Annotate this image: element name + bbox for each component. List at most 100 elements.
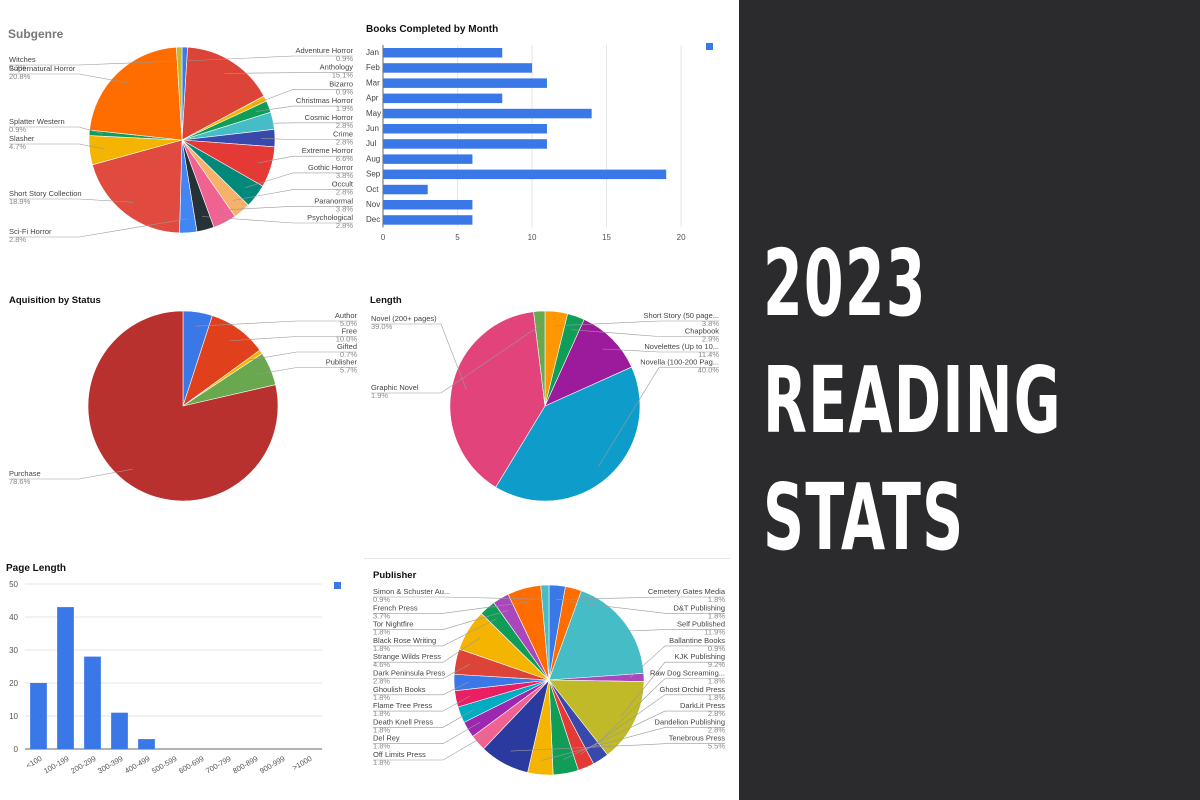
bar (383, 93, 503, 104)
slice-percent: 5.5% (708, 742, 725, 751)
slice-percent: 9.2% (708, 660, 725, 669)
slice-percent: 2.9% (702, 335, 719, 344)
subgenre-pie-chart: Subgenre Adventure Horror 0.9% Anthology 15.… (0, 0, 362, 280)
slice-percent: 1.8% (373, 742, 390, 751)
leader-line (373, 733, 489, 761)
bar (383, 48, 503, 58)
bar (138, 739, 155, 749)
y-tick-label: Sep (366, 170, 381, 179)
y-tick-label: Jul (366, 139, 376, 148)
leader-line (629, 645, 725, 679)
leader-line (9, 73, 128, 84)
acquisition-chart-svg: Aquisition by Status Author5.0%Free10.0%G… (9, 295, 357, 502)
x-tick-label: 200-299 (69, 754, 97, 776)
x-tick-label: <100 (24, 754, 43, 770)
leader-line (554, 320, 719, 327)
slice-percent: 18.9% (9, 197, 31, 206)
page-length-chart-svg: Page Length 0 10 20 30 40 50 <100100-199200-299… (6, 563, 341, 776)
slice-percent: 11.4% (698, 350, 719, 359)
slice-label: Supernatural Horror (9, 64, 76, 73)
slice-percent: 1.8% (373, 693, 390, 702)
y-tick-label: Aug (366, 154, 380, 163)
leader-line (9, 468, 133, 480)
leader-line (563, 710, 725, 760)
slice-label: Short Story Collection (9, 189, 82, 198)
leader-line (259, 122, 353, 124)
leader-line (371, 325, 541, 394)
slice-label: Novelettes (Up to 10... (644, 342, 719, 351)
leader-line (373, 610, 509, 630)
x-tick-label: 5 (455, 233, 460, 242)
y-tick-label: Jan (366, 48, 379, 57)
slice-percent: 1.8% (708, 595, 725, 604)
leader-line (184, 55, 353, 62)
slice-label: Ghoulish Books (373, 685, 426, 694)
slice-label: Tor Nightfire (373, 620, 413, 629)
slice-percent: 1.8% (373, 725, 390, 734)
leader-line (230, 336, 357, 341)
slice-percent: 78.6% (9, 477, 31, 486)
leader-line (257, 155, 353, 164)
slice-label: Raw Dog Screaming... (650, 669, 725, 678)
x-tick-label: 15 (602, 233, 611, 242)
y-tick-label: Oct (366, 185, 379, 194)
y-tick-label: 0 (14, 745, 19, 754)
x-tick-label: 100-199 (42, 754, 70, 776)
pie-slice (89, 46, 183, 141)
leader-line (571, 329, 719, 337)
bar (383, 63, 533, 73)
slice-label: Ghost Orchid Press (660, 685, 726, 694)
slice-label: Graphic Novel (371, 383, 419, 392)
chart-title: Subgenre (8, 27, 64, 41)
pie-slice (449, 311, 546, 488)
slice-label: DarkLit Press (680, 701, 725, 710)
slice-label: Novella (100-200 Pag... (640, 358, 719, 367)
headline-stats: STATS (763, 464, 965, 571)
slice-percent: 1.8% (708, 693, 725, 702)
x-tick-label: 20 (677, 233, 686, 242)
x-tick-label: 300-399 (96, 754, 124, 776)
leader-line (598, 367, 719, 467)
leader-line (621, 661, 725, 717)
slice-percent: 4.6% (373, 660, 390, 669)
bar (383, 139, 547, 149)
slice-percent: 3.8% (702, 319, 719, 328)
pie-slice (495, 366, 641, 502)
slice-label: Free (342, 327, 357, 336)
leader-line (373, 681, 469, 696)
leader-line (232, 189, 353, 201)
pie-slice (540, 584, 550, 681)
leader-line (510, 743, 725, 752)
leader-line (255, 105, 353, 112)
chart-title: Page Length (6, 563, 66, 574)
bar (57, 607, 74, 749)
slice-label: Adventure Horror (295, 46, 353, 55)
x-tick-label: 500-599 (150, 754, 178, 776)
slice-percent: 0.9% (373, 595, 390, 604)
pie-slice (176, 46, 183, 141)
leader-line (613, 629, 725, 632)
slice-label: Flame Tree Press (373, 701, 432, 710)
x-tick-label: 900-999 (258, 754, 286, 776)
months-chart-svg: Books Completed by Month 0 5 10 15 20 Jan Feb Ma… (366, 24, 713, 242)
slice-label: Christmas Horror (296, 96, 354, 105)
slice-label: Strange Wilds Press (373, 652, 441, 661)
bar (383, 78, 547, 88)
slice-percent: 2.8% (708, 709, 725, 718)
slice-percent: 1.8% (708, 611, 725, 620)
slice-label: Sci-Fi Horror (9, 227, 52, 236)
slice-percent: 1.8% (708, 677, 725, 686)
leader-line (9, 218, 188, 238)
slice-percent: 39.0% (371, 322, 393, 331)
slice-percent: 2.8% (336, 138, 353, 147)
slice-percent: 11.9% (704, 628, 725, 637)
bar (383, 154, 473, 164)
x-tick-label: 600-699 (177, 754, 205, 776)
vertical-divider (731, 0, 739, 800)
slice-percent: 40.0% (698, 366, 720, 375)
y-tick-label: Feb (366, 63, 380, 72)
length-pie-chart: Length Short Story (50 page... 3.8% Chapboo… (362, 280, 731, 555)
headline-panel: 2023 READING STATS (739, 0, 1200, 800)
slice-percent: 2.8% (373, 677, 390, 686)
leader-line (257, 367, 357, 375)
